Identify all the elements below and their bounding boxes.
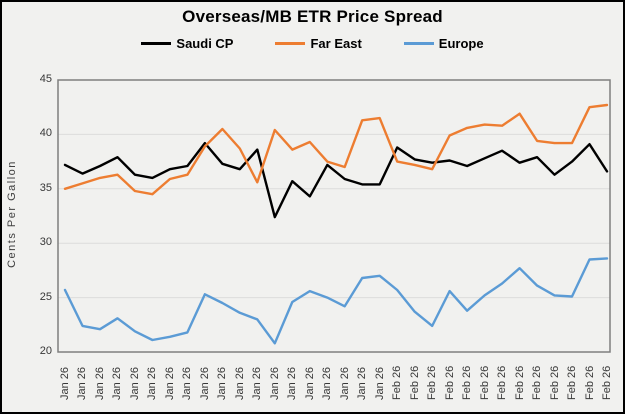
x-tick-label: Jan 26: [128, 366, 141, 400]
legend-label-saudi-cp: Saudi CP: [176, 36, 234, 51]
x-tick-label: Feb 26: [513, 365, 526, 400]
x-tick-label: Jan 26: [286, 366, 299, 400]
x-tick-label: Jan 26: [198, 366, 211, 400]
legend-swatch-europe: [403, 42, 434, 45]
x-tick-label: Feb 26: [548, 365, 561, 400]
legend-swatch-far-east: [275, 42, 306, 45]
x-tick-label: Feb 26: [566, 365, 579, 400]
x-tick-label: Feb 26: [583, 365, 596, 400]
y-tick-label: 45: [39, 73, 52, 85]
x-tick-label: Feb 26: [426, 365, 439, 400]
legend-item-saudi-cp: Saudi CP: [141, 36, 233, 51]
x-tick-label: Feb 26: [391, 365, 404, 400]
legend-label-europe: Europe: [438, 36, 484, 51]
chart-title: Overseas/MB ETR Price Spread: [182, 7, 443, 26]
x-tick-label: Jan 26: [268, 366, 281, 400]
x-tick-label: Feb 26: [496, 365, 509, 400]
x-tick-label: Feb 26: [443, 365, 456, 400]
x-tick-label: Jan 26: [146, 366, 159, 400]
x-tick-label: Feb 26: [408, 365, 421, 400]
x-tick-label: Jan 26: [321, 366, 334, 400]
y-tick-label: 25: [39, 290, 52, 303]
legend-swatch-saudi-cp: [141, 42, 172, 45]
x-tick-label: Jan 26: [181, 366, 194, 400]
x-tick-label: Jan 26: [251, 366, 264, 400]
legend: Saudi CP Far East Europe: [0, 36, 625, 51]
x-tick-label: Feb 26: [461, 365, 474, 400]
x-tick-label: Feb 26: [478, 365, 491, 400]
y-tick-label: 40: [39, 127, 52, 140]
legend-item-far-east: Far East: [275, 36, 362, 51]
legend-label-far-east: Far East: [310, 36, 362, 51]
x-tick-label: Jan 26: [338, 366, 351, 400]
x-tick-label: Jan 26: [163, 366, 176, 400]
x-tick-label: Jan 26: [356, 366, 369, 400]
x-tick-label: Jan 26: [76, 366, 89, 400]
x-tick-label: Jan 26: [93, 366, 106, 400]
y-tick-label: 20: [39, 345, 52, 357]
y-tick-label: 30: [39, 236, 52, 249]
saudi-cp-line: [63, 141, 609, 219]
legend-item-europe: Europe: [403, 36, 484, 51]
x-tick-label: Jan 26: [111, 366, 124, 400]
x-tick-label: Jan 26: [373, 366, 386, 400]
y-tick-label: 35: [39, 181, 52, 194]
x-tick-label: Jan 26: [59, 366, 71, 400]
x-tick-label: Jan 26: [216, 366, 229, 400]
x-tick-label: Jan 26: [303, 366, 316, 400]
x-tick-label: Feb 26: [531, 365, 544, 400]
x-tick-label: Feb 26: [601, 365, 613, 400]
plot-border: [57, 79, 611, 353]
far-east-line: [63, 103, 609, 196]
europe-line: [63, 257, 609, 345]
x-tick-label: Jan 26: [233, 366, 246, 400]
